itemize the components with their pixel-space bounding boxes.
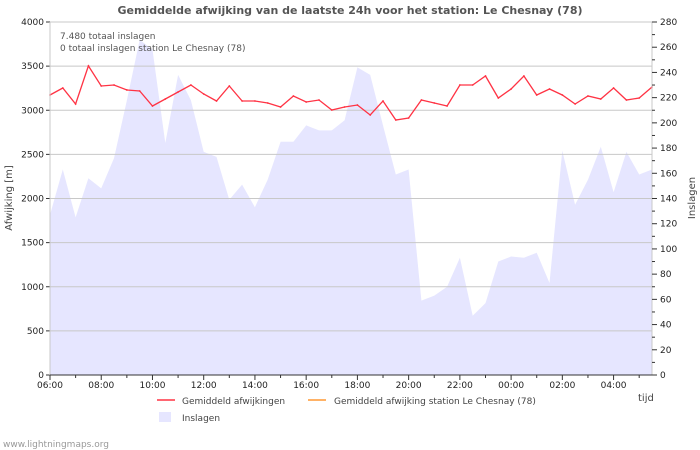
y2-tick-label: 200 xyxy=(660,119,677,129)
y2-tick-label: 140 xyxy=(660,195,677,205)
x-tick-label: 04:00 xyxy=(601,381,627,391)
x-tick-label: 10:00 xyxy=(139,381,165,391)
afwijkingen-point xyxy=(548,88,551,90)
annotation-station: 0 totaal inslagen station Le Chesnay (78… xyxy=(60,44,245,54)
legend: Gemiddeld afwijkingen Gemiddeld afwijkin… xyxy=(157,397,536,424)
afwijkingen-point xyxy=(254,100,256,102)
y-tick-label: 2500 xyxy=(21,150,44,160)
afwijkingen-point xyxy=(318,99,320,101)
x-tick-label: 06:00 xyxy=(37,381,63,391)
afwijkingen-point xyxy=(241,100,244,102)
y2-tick-label: 260 xyxy=(660,43,677,53)
afwijkingen-point xyxy=(420,99,423,101)
x-tick-label: 14:00 xyxy=(242,381,268,391)
footer-link[interactable]: www.lightningmaps.org xyxy=(3,440,109,450)
y2-tick-label: 100 xyxy=(660,245,677,255)
y2-tick-label: 280 xyxy=(660,18,677,28)
afwijkingen-point xyxy=(497,97,500,99)
afwijkingen-point xyxy=(138,90,141,92)
afwijkingen-point xyxy=(394,119,397,121)
chart-title: Gemiddelde afwijking van de laatste 24h … xyxy=(117,4,582,17)
afwijkingen-point xyxy=(100,85,103,87)
x-tick-label: 18:00 xyxy=(344,381,370,391)
afwijkingen-point xyxy=(74,103,77,105)
afwijkingen-point xyxy=(189,84,192,86)
legend-label-station: Gemiddeld afwijking station Le Chesnay (… xyxy=(334,397,536,407)
y2-tick-label: 40 xyxy=(660,321,672,331)
y2-tick-label: 60 xyxy=(660,295,672,305)
afwijkingen-point xyxy=(587,95,589,97)
afwijkingen-point xyxy=(510,88,513,90)
afwijkingen-point xyxy=(382,100,384,102)
y-tick-label: 500 xyxy=(27,327,44,337)
y2-tick-label: 20 xyxy=(660,346,672,356)
afwijkingen-point xyxy=(471,84,474,86)
x-tick-label: 08:00 xyxy=(88,381,114,391)
afwijkingen-point xyxy=(612,87,615,89)
y2-tick-label: 220 xyxy=(660,94,677,104)
x-tick-label: 22:00 xyxy=(447,381,473,391)
y-tick-label: 4000 xyxy=(21,18,44,28)
legend-swatch-inslagen xyxy=(159,412,171,422)
afwijkingen-point xyxy=(574,103,577,105)
afwijkingen-point xyxy=(343,106,346,108)
afwijkingen-point xyxy=(177,91,179,93)
afwijkingen-point xyxy=(561,94,564,96)
afwijkingen-point xyxy=(215,100,218,102)
y2-tick-label: 120 xyxy=(660,220,677,230)
y2-tick-label: 0 xyxy=(660,371,666,381)
afwijkingen-point xyxy=(369,114,372,116)
annotation-total: 7.480 totaal inslagen xyxy=(60,32,155,42)
afwijkingen-point xyxy=(484,75,487,77)
afwijkingen-point xyxy=(228,85,231,87)
afwijkingen-point xyxy=(458,84,461,86)
y2-tick-label: 180 xyxy=(660,144,677,154)
afwijkingen-point xyxy=(266,102,269,104)
afwijkingen-point xyxy=(523,75,525,77)
y-tick-label: 0 xyxy=(38,371,44,381)
afwijkingen-point xyxy=(446,105,448,107)
afwijkingen-point xyxy=(433,102,436,104)
y-axis-label: Afwijking [m] xyxy=(4,165,15,231)
afwijkingen-point xyxy=(625,99,628,101)
afwijkingen-point xyxy=(599,98,602,100)
afwijkingen-point xyxy=(356,104,359,106)
x-tick-label: 02:00 xyxy=(549,381,575,391)
y-tick-label: 1000 xyxy=(21,283,44,293)
afwijkingen-point xyxy=(638,97,641,99)
legend-label-afwijkingen: Gemiddeld afwijkingen xyxy=(182,397,285,407)
afwijkingen-point xyxy=(202,93,205,95)
y2-tick-label: 160 xyxy=(660,169,677,179)
x-tick-label: 20:00 xyxy=(396,381,422,391)
afwijkingen-point xyxy=(330,109,333,111)
x-axis-label: tijd xyxy=(638,393,654,404)
y2-tick-label: 80 xyxy=(660,270,672,280)
y-tick-label: 1500 xyxy=(21,239,44,249)
y2-tick-label: 240 xyxy=(660,68,677,78)
y-tick-label: 3500 xyxy=(21,62,44,72)
inslagen-area xyxy=(50,39,652,375)
afwijkingen-point xyxy=(87,65,90,67)
afwijkingen-point xyxy=(305,101,308,103)
x-tick-label: 12:00 xyxy=(191,381,217,391)
afwijkingen-point xyxy=(61,87,64,89)
afwijkingen-line xyxy=(49,64,653,121)
afwijkingen-point xyxy=(279,106,282,108)
afwijkingen-point xyxy=(151,105,154,107)
afwijkingen-point xyxy=(292,95,295,97)
afwijkingen-point xyxy=(125,89,128,91)
x-tick-label: 16:00 xyxy=(293,381,319,391)
afwijkingen-point xyxy=(113,84,115,86)
afwijkingen-point xyxy=(407,117,410,119)
y-tick-label: 2000 xyxy=(21,195,44,205)
afwijkingen-point xyxy=(164,98,167,100)
y2-axis-label: Inslagen xyxy=(687,177,698,219)
y-tick-label: 3000 xyxy=(21,106,44,116)
legend-label-inslagen: Inslagen xyxy=(182,414,220,424)
x-tick-label: 00:00 xyxy=(498,381,524,391)
afwijkingen-point xyxy=(535,94,538,96)
